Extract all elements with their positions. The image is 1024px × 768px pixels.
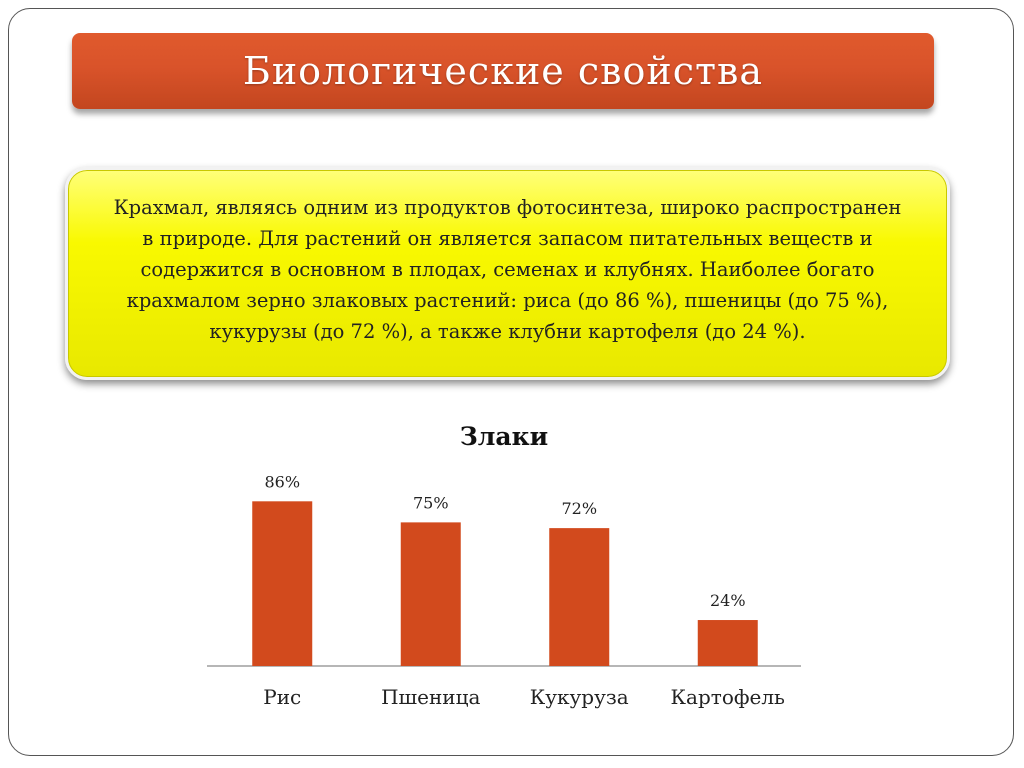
info-text: Крахмал, являясь одним из продуктов фото… <box>113 196 902 343</box>
info-box: Крахмал, являясь одним из продуктов фото… <box>65 167 950 380</box>
data-label: 72% <box>561 499 597 518</box>
slide-frame <box>8 8 1014 756</box>
data-label: 86% <box>264 472 300 491</box>
category-label: Картофель <box>671 685 786 709</box>
category-label: Кукуруза <box>530 685 629 709</box>
category-label: Рис <box>263 685 301 709</box>
bar <box>697 620 758 666</box>
slide-title: Биологические свойства <box>242 49 764 93</box>
chart-title: Злаки <box>459 422 549 451</box>
title-banner: Биологические свойства <box>72 33 934 109</box>
bar <box>252 501 313 666</box>
bar <box>400 522 461 666</box>
data-label: 75% <box>413 493 449 512</box>
category-label: Пшеница <box>381 685 480 709</box>
bar <box>549 528 610 666</box>
data-label: 24% <box>710 591 746 610</box>
